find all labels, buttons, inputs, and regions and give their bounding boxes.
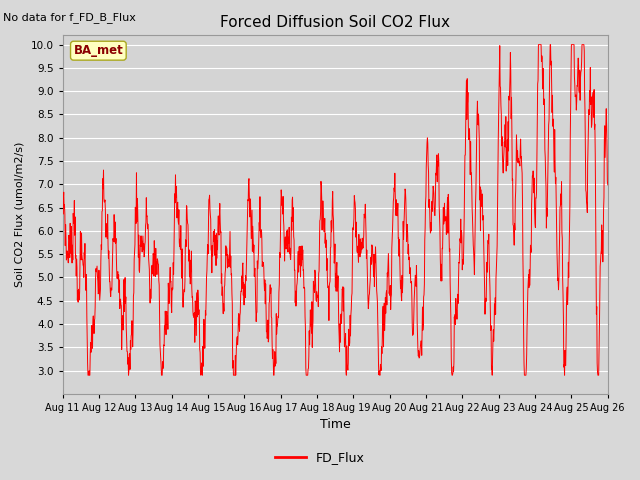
Legend: FD_Flux: FD_Flux xyxy=(270,446,370,469)
Text: No data for f_FD_B_Flux: No data for f_FD_B_Flux xyxy=(3,12,136,23)
Title: Forced Diffusion Soil CO2 Flux: Forced Diffusion Soil CO2 Flux xyxy=(220,15,450,30)
X-axis label: Time: Time xyxy=(320,419,351,432)
Text: BA_met: BA_met xyxy=(74,44,124,57)
Y-axis label: Soil CO2 Flux (umol/m2/s): Soil CO2 Flux (umol/m2/s) xyxy=(15,142,25,287)
